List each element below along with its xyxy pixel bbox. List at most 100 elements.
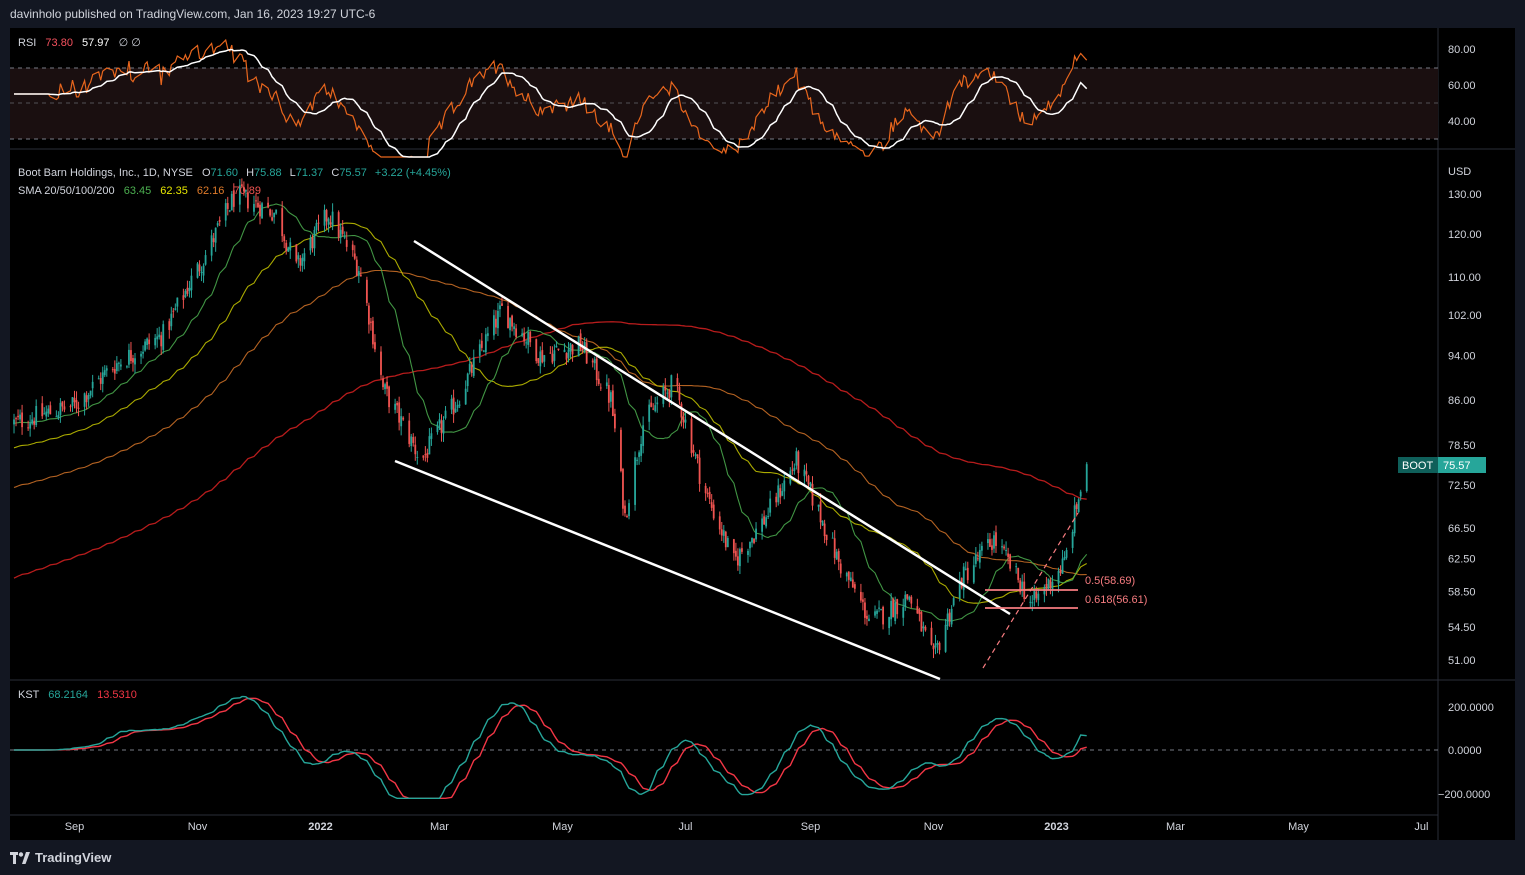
- candle: [162, 324, 165, 350]
- price-axis[interactable]: 130.00 120.00 110.00 102.00 94.00 86.00 78.50 7…: [1448, 189, 1482, 667]
- candle: [811, 483, 814, 506]
- candle: [1051, 581, 1054, 591]
- candle: [232, 190, 235, 207]
- candle: [170, 313, 173, 327]
- candle: [214, 227, 217, 243]
- candle: [944, 624, 947, 652]
- price-tick: 86.00: [1448, 395, 1476, 407]
- candle: [452, 397, 455, 415]
- candle: [341, 226, 344, 234]
- candle: [866, 615, 868, 619]
- candle: [831, 537, 834, 539]
- price-tick: 110.00: [1448, 272, 1481, 284]
- candle: [372, 320, 374, 345]
- candle: [622, 468, 624, 509]
- candle: [315, 223, 318, 231]
- candle: [529, 331, 532, 343]
- tradingview-brand[interactable]: TradingView: [10, 850, 111, 865]
- candle: [313, 229, 316, 249]
- symbol-tag[interactable]: [1398, 457, 1438, 473]
- candle: [134, 358, 136, 365]
- price-tick: 94.00: [1448, 350, 1476, 362]
- candle: [690, 418, 693, 454]
- close-value: 75.57: [339, 167, 367, 179]
- candle: [611, 390, 614, 417]
- candle: [797, 451, 800, 474]
- candle: [355, 259, 358, 276]
- candle: [244, 189, 247, 192]
- candle: [337, 212, 340, 238]
- candle: [763, 516, 766, 525]
- candle: [823, 523, 826, 537]
- rsi-tick-80: 80.00: [1448, 44, 1476, 56]
- rsi-legend[interactable]: RSI 73.80 57.97 ∅ ∅: [18, 37, 141, 49]
- candle: [91, 381, 94, 389]
- sma50-value: 62.35: [160, 185, 188, 197]
- candle: [648, 404, 651, 422]
- candle: [353, 253, 356, 259]
- kst-panel[interactable]: KST 68.2164 13.5310 200.0000 0.0000 −200…: [10, 689, 1494, 801]
- candle: [698, 457, 701, 484]
- candle: [876, 610, 878, 614]
- main-legend[interactable]: Boot Barn Holdings, Inc., 1D, NYSE O71.6…: [18, 167, 451, 179]
- candle: [684, 419, 687, 423]
- candle: [154, 337, 157, 346]
- candle: [642, 425, 645, 446]
- rsi-panel[interactable]: RSI 73.80 57.97 ∅ ∅ 80.00 60.00 40.00: [10, 37, 1476, 158]
- candle: [216, 223, 219, 226]
- candle: [892, 598, 895, 618]
- candle: [370, 321, 372, 323]
- candle: [426, 452, 429, 458]
- time-tick: May: [1288, 821, 1309, 833]
- candle: [130, 350, 132, 361]
- candle: [597, 378, 600, 385]
- publish-info: davinholo published on TradingView.com, …: [10, 7, 376, 21]
- time-axis[interactable]: Sep Nov 2022 Mar May Jul Sep Nov 2023 Mar May Jul: [65, 821, 1429, 833]
- candle: [414, 444, 417, 455]
- candle: [440, 420, 443, 433]
- candle: [1019, 580, 1022, 593]
- candle: [712, 504, 715, 519]
- candle: [569, 343, 572, 352]
- candle: [47, 408, 50, 414]
- candle: [301, 257, 304, 266]
- top-bar: davinholo published on TradingView.com, …: [0, 0, 1525, 28]
- candle: [182, 295, 185, 300]
- kst-tick-minus200: −200.0000: [1438, 789, 1490, 801]
- candle: [1031, 602, 1034, 604]
- lower-trendline[interactable]: [394, 459, 941, 681]
- candle: [69, 406, 72, 408]
- chart-area[interactable]: RSI 73.80 57.97 ∅ ∅ 80.00 60.00 40.00 0.…: [10, 28, 1515, 840]
- candle: [198, 264, 201, 272]
- candle: [83, 393, 86, 407]
- last-price-tag[interactable]: [1438, 457, 1486, 473]
- low-label: L: [290, 167, 296, 179]
- candle: [839, 563, 842, 574]
- chart-canvas[interactable]: RSI 73.80 57.97 ∅ ∅ 80.00 60.00 40.00 0.…: [10, 28, 1515, 840]
- candle: [563, 349, 566, 353]
- candle: [359, 274, 362, 277]
- rsi-ma-value: 57.97: [82, 37, 110, 49]
- sma-legend[interactable]: SMA 20/50/100/200 63.45 62.35 62.16 70.8…: [18, 185, 261, 197]
- candle: [549, 352, 552, 354]
- candle: [1085, 464, 1088, 492]
- time-tick: Mar: [1166, 821, 1185, 833]
- candle: [593, 359, 596, 364]
- candle: [436, 424, 439, 433]
- candle: [1029, 601, 1032, 603]
- candle: [706, 492, 709, 494]
- candle: [497, 310, 499, 329]
- kst-legend[interactable]: KST 68.2164 13.5310: [18, 689, 137, 701]
- upper-trendline[interactable]: [413, 239, 1011, 616]
- candle: [515, 328, 518, 337]
- candle: [541, 350, 544, 363]
- candle: [734, 550, 737, 557]
- candle: [626, 516, 628, 518]
- price-panel[interactable]: 0.5(58.69) 0.618(56.61) Boot Barn Holdin…: [13, 166, 1486, 681]
- candle: [259, 204, 261, 217]
- candle: [212, 238, 215, 243]
- candle: [144, 341, 146, 351]
- open-label: O: [202, 167, 211, 179]
- candle: [412, 437, 415, 443]
- candle: [402, 417, 405, 420]
